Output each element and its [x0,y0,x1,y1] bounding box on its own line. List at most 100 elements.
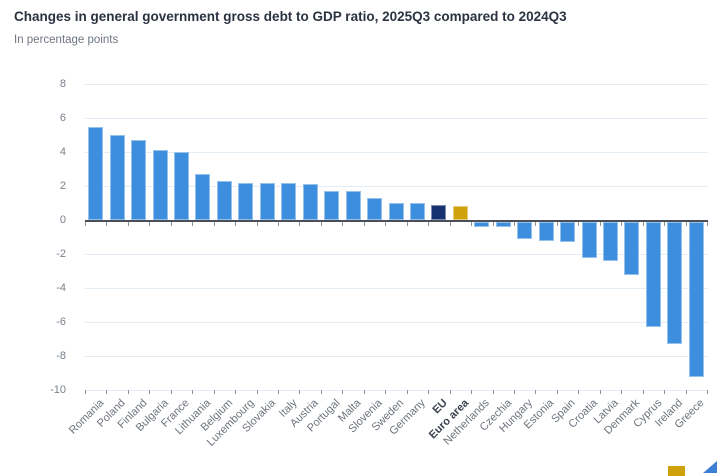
bar-france[interactable] [174,152,190,220]
y-axis-tick-label--8: -8 [56,350,66,362]
gridline-y-2 [85,186,708,187]
bottom-axis-tick [235,390,237,394]
zero-axis-tick [363,222,365,226]
chart-title: Changes in general government gross debt… [14,9,567,24]
zero-axis-tick [85,222,86,226]
bottom-axis-tick [106,390,108,394]
zero-axis-tick [385,222,387,226]
zero-axis-tick [642,222,644,226]
zero-axis-tick [492,222,494,226]
zero-axis-tick [578,222,580,226]
bar-greece[interactable] [688,222,704,377]
bar-euro-area[interactable] [452,206,468,220]
gridline-y-6 [85,118,708,119]
zero-axis-tick [621,222,623,226]
gridline-y--8 [85,356,708,357]
zero-axis-tick [664,222,666,226]
zero-axis-tick [471,222,473,226]
zero-axis-tick [320,222,322,226]
bar-cyprus[interactable] [645,222,661,328]
zero-axis-tick [685,222,687,226]
zero-axis-tick [256,222,258,226]
bottom-axis-tick [256,390,258,394]
y-axis-tick-label-2: 2 [59,180,66,192]
bar-netherlands[interactable] [474,222,490,228]
zero-axis-tick [556,222,558,226]
bar-denmark[interactable] [624,222,640,275]
bar-lithuania[interactable] [195,174,211,220]
gridline-y--10 [85,390,708,391]
y-axis-tick-label-4: 4 [59,146,66,158]
bar-germany[interactable] [409,203,425,220]
bar-hungary[interactable] [517,222,533,239]
y-axis-tick-label-0: 0 [59,214,66,226]
bar-austria[interactable] [302,184,318,220]
y-axis-tick-label--4: -4 [56,282,66,294]
bottom-axis-tick [320,390,322,394]
bottom-axis-tick [599,390,601,394]
zero-axis-tick [342,222,344,226]
zero-axis-tick [707,222,708,226]
bottom-axis-tick [578,390,580,394]
bar-slovakia[interactable] [259,182,275,220]
gridline-y--6 [85,322,708,323]
bottom-axis-tick [170,390,172,394]
gridline-y--4 [85,288,708,289]
bottom-axis-tick [213,390,215,394]
bottom-axis-tick [685,390,687,394]
bar-spain[interactable] [560,222,576,243]
gridline-y--2 [85,254,708,255]
bottom-axis-tick [363,390,365,394]
bottom-axis-tick [492,390,494,394]
bar-latvia[interactable] [602,222,618,262]
bar-czechia[interactable] [495,222,511,228]
bar-malta[interactable] [345,191,361,220]
zero-axis-tick [535,222,537,226]
bottom-axis-tick [85,390,86,394]
y-axis-tick-label-8: 8 [59,78,66,90]
bar-croatia[interactable] [581,222,597,258]
bar-estonia[interactable] [538,222,554,241]
zero-axis-tick [278,222,280,226]
bottom-axis-tick [385,390,387,394]
zero-axis-tick [235,222,237,226]
bar-ireland[interactable] [667,222,683,345]
bottom-axis-tick [556,390,558,394]
bottom-axis-tick [342,390,344,394]
bottom-axis-tick [535,390,537,394]
zero-axis-tick [406,222,408,226]
y-axis-tick-label-6: 6 [59,112,66,124]
bar-poland[interactable] [109,135,125,220]
bar-portugal[interactable] [324,191,340,220]
bottom-axis-tick [642,390,644,394]
y-axis-tick-label--2: -2 [56,248,66,260]
bar-italy[interactable] [281,182,297,220]
bar-slovenia[interactable] [367,197,383,220]
x-axis-zero-line [85,220,708,222]
bar-sweden[interactable] [388,203,404,220]
bar-luxembourg[interactable] [238,182,254,220]
legend-swatch-gold [668,466,685,476]
bottom-axis-tick [707,390,708,394]
bottom-axis-tick [428,390,430,394]
zero-axis-tick [149,222,151,226]
bottom-axis-tick [127,390,129,394]
zero-axis-tick [127,222,129,226]
bar-romania[interactable] [88,126,104,220]
zero-axis-tick [599,222,601,226]
bottom-axis-tick [664,390,666,394]
bar-finland[interactable] [131,140,147,220]
bottom-axis-tick [406,390,408,394]
zero-axis-tick [106,222,108,226]
bar-eu[interactable] [431,204,447,220]
bar-belgium[interactable] [216,180,232,220]
bar-bulgaria[interactable] [152,150,168,220]
bottom-axis-tick [621,390,623,394]
y-axis-tick-label--10: -10 [50,384,66,396]
zero-axis-tick [428,222,430,226]
zero-axis-tick [213,222,215,226]
bottom-axis-tick [192,390,194,394]
zero-axis-tick [513,222,515,226]
bottom-axis-tick [471,390,473,394]
